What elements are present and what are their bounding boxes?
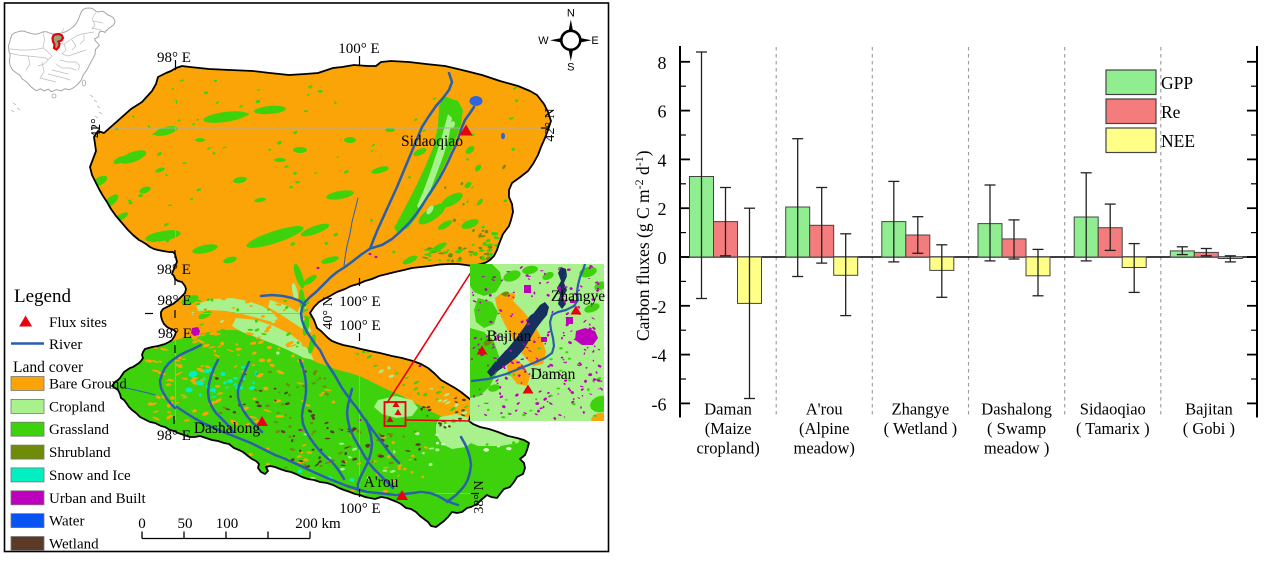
svg-text:( Swamp: ( Swamp	[987, 419, 1046, 438]
svg-text:Re: Re	[1161, 102, 1181, 122]
svg-text:Wetland: Wetland	[49, 537, 99, 553]
svg-text:meadow ): meadow )	[984, 439, 1050, 458]
svg-text:Grassland: Grassland	[49, 422, 109, 438]
svg-text:-4: -4	[652, 346, 667, 366]
svg-text:Shrubland: Shrubland	[49, 445, 111, 461]
svg-text:A'rou: A'rou	[364, 474, 399, 491]
svg-text:Legend: Legend	[14, 286, 71, 307]
svg-text:Zhangye: Zhangye	[892, 400, 950, 419]
svg-text:Dashalong: Dashalong	[981, 400, 1052, 419]
svg-text:-6: -6	[652, 394, 667, 414]
svg-text:40° N: 40° N	[321, 296, 336, 329]
svg-text:98° E: 98° E	[157, 428, 191, 444]
svg-text:E: E	[591, 35, 598, 47]
svg-text:A'rou: A'rou	[806, 400, 843, 419]
svg-text:50: 50	[178, 516, 193, 532]
svg-text:Bajitan: Bajitan	[1185, 400, 1233, 419]
svg-text:GPP: GPP	[1161, 73, 1193, 93]
svg-text:8: 8	[658, 53, 667, 73]
svg-text:N: N	[567, 8, 575, 20]
svg-text:2: 2	[658, 199, 667, 219]
svg-text:( Gobi ): ( Gobi )	[1183, 419, 1235, 438]
svg-text:100° E: 100° E	[339, 294, 380, 310]
svg-text:Daman: Daman	[704, 400, 752, 419]
svg-text:Cropland: Cropland	[49, 399, 105, 415]
svg-text:W: W	[538, 35, 549, 47]
svg-text:200 km: 200 km	[295, 516, 341, 532]
svg-text:Bare Ground: Bare Ground	[49, 377, 127, 393]
svg-text:-2: -2	[652, 297, 667, 317]
svg-text:Dashalong: Dashalong	[194, 420, 261, 437]
svg-text:Urban and Built: Urban and Built	[49, 491, 146, 507]
svg-text:Zhangye: Zhangye	[551, 288, 605, 305]
svg-text:100° E: 100° E	[338, 41, 379, 57]
svg-text:Flux sites: Flux sites	[49, 315, 107, 331]
svg-text:Land cover: Land cover	[13, 359, 84, 376]
svg-text:(Alpine: (Alpine	[799, 419, 849, 438]
svg-text:Daman: Daman	[531, 366, 576, 383]
svg-text:Sidaoqiao: Sidaoqiao	[1080, 400, 1146, 419]
svg-text:100° E: 100° E	[339, 318, 380, 334]
svg-text:42°: 42°	[89, 118, 104, 138]
svg-text:( Tamarix ): ( Tamarix )	[1076, 419, 1150, 438]
svg-text:(Maize: (Maize	[705, 419, 752, 438]
svg-text:4: 4	[658, 150, 667, 170]
svg-text:100° E: 100° E	[339, 501, 380, 517]
svg-text:98° E: 98° E	[158, 326, 192, 342]
svg-text:6: 6	[658, 102, 667, 122]
svg-text:Water: Water	[49, 514, 84, 530]
svg-text:98° E: 98° E	[157, 50, 191, 66]
svg-text:Sidaoqiao: Sidaoqiao	[401, 133, 463, 150]
svg-text:S: S	[567, 62, 574, 74]
svg-text:meadow): meadow)	[793, 439, 854, 458]
svg-text:0: 0	[658, 248, 667, 268]
svg-text:0: 0	[138, 516, 146, 532]
svg-text:38° N: 38° N	[472, 480, 487, 513]
svg-text:Bajitan: Bajitan	[487, 328, 532, 345]
svg-text:100: 100	[216, 516, 239, 532]
svg-text:98° E: 98° E	[157, 262, 191, 278]
svg-text:42° N: 42° N	[543, 108, 558, 141]
svg-text:NEE: NEE	[1161, 131, 1195, 151]
svg-text:cropland): cropland)	[696, 439, 759, 458]
svg-text:Carbon fluxes (g C m-2 d-1): Carbon fluxes (g C m-2 d-1)	[632, 150, 653, 341]
svg-text:River: River	[49, 337, 82, 353]
svg-text:Snow and Ice: Snow and Ice	[49, 468, 131, 484]
svg-text:( Wetland ): ( Wetland )	[884, 419, 958, 438]
svg-text:98° E: 98° E	[158, 293, 192, 309]
